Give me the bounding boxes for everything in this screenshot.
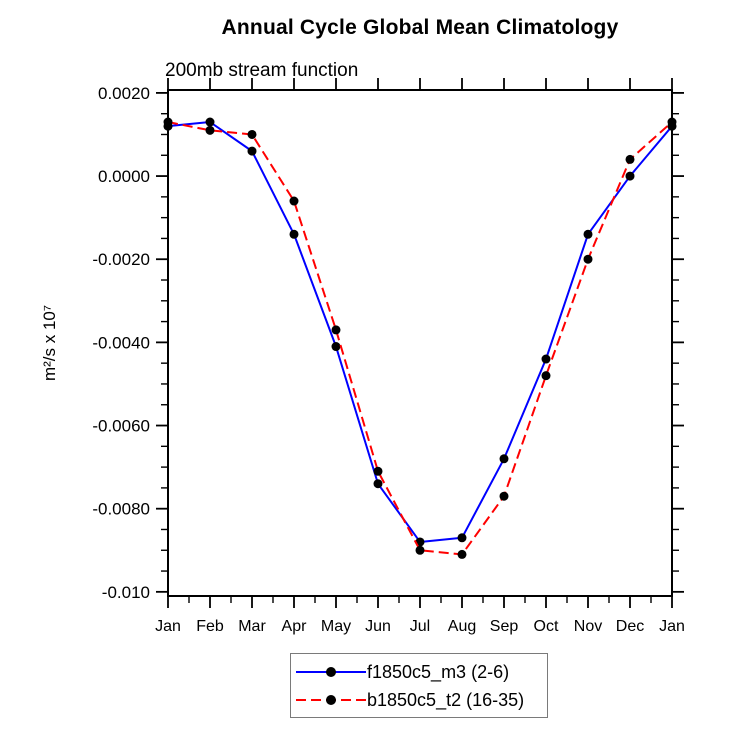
data-point-series-0 xyxy=(373,479,383,489)
y-tick-label: -0.0080 xyxy=(92,500,150,519)
legend-label-1: b1850c5_t2 (16-35) xyxy=(367,689,525,710)
x-tick-label: Jan xyxy=(659,618,685,635)
data-point-series-0 xyxy=(625,171,635,181)
x-tick-label: Mar xyxy=(238,618,266,635)
x-tick-label: Sep xyxy=(490,618,519,635)
x-tick-label: May xyxy=(321,618,351,635)
legend-label-0: f1850c5_m3 (2-6) xyxy=(367,661,510,682)
y-tick-label: -0.0060 xyxy=(92,417,150,436)
data-point-series-1 xyxy=(373,466,383,476)
data-point-series-0 xyxy=(247,146,257,156)
data-point-series-0 xyxy=(331,342,341,352)
data-point-series-1 xyxy=(499,491,509,501)
x-tick-label: Feb xyxy=(196,618,224,635)
data-point-series-1 xyxy=(205,125,215,135)
data-point-series-1 xyxy=(289,196,299,206)
x-tick-label: Dec xyxy=(616,618,644,635)
data-point-series-1 xyxy=(163,117,173,127)
y-tick-label: 0.0000 xyxy=(98,167,150,186)
series-line-0 xyxy=(167,121,673,543)
data-point-series-1 xyxy=(541,371,551,381)
data-point-series-1 xyxy=(247,129,257,139)
x-tick-label: Aug xyxy=(448,618,476,635)
data-point-series-0 xyxy=(541,354,551,364)
chart-title: Annual Cycle Global Mean Climatology xyxy=(221,16,619,39)
data-point-series-0 xyxy=(289,229,299,239)
legend-entry-0: f1850c5_m3 (2-6) xyxy=(291,658,547,686)
legend-line-sample-dashed xyxy=(296,694,366,705)
x-tick-label: Nov xyxy=(574,618,602,635)
data-point-series-1 xyxy=(667,117,677,127)
data-point-series-0 xyxy=(583,229,593,239)
x-tick-label: Oct xyxy=(534,618,559,635)
legend-line-sample-solid xyxy=(296,666,366,677)
legend-entry-1: b1850c5_t2 (16-35) xyxy=(291,686,547,714)
x-tick-label: Apr xyxy=(282,618,308,635)
data-point-series-1 xyxy=(457,549,467,559)
data-point-series-1 xyxy=(583,254,593,264)
y-tick-label: -0.010 xyxy=(102,583,150,602)
y-tick-label: -0.0040 xyxy=(92,333,150,352)
data-point-series-0 xyxy=(205,117,215,127)
data-point-series-0 xyxy=(457,533,467,543)
legend: f1850c5_m3 (2-6) b1850c5_t2 (16-35) xyxy=(290,653,548,718)
data-point-series-0 xyxy=(499,454,509,464)
data-point-series-1 xyxy=(625,154,635,164)
data-point-series-1 xyxy=(331,325,341,335)
y-tick-label: 0.0020 xyxy=(98,84,150,103)
x-tick-label: Jul xyxy=(410,618,430,635)
y-tick-label: -0.0020 xyxy=(92,250,150,269)
chart-subtitle: 200mb stream function xyxy=(165,60,359,81)
x-tick-label: Jun xyxy=(365,618,391,635)
data-point-series-1 xyxy=(415,545,425,555)
series-line-1 xyxy=(167,121,673,556)
plot-frame xyxy=(167,89,673,597)
x-tick-label: Jan xyxy=(155,618,181,635)
